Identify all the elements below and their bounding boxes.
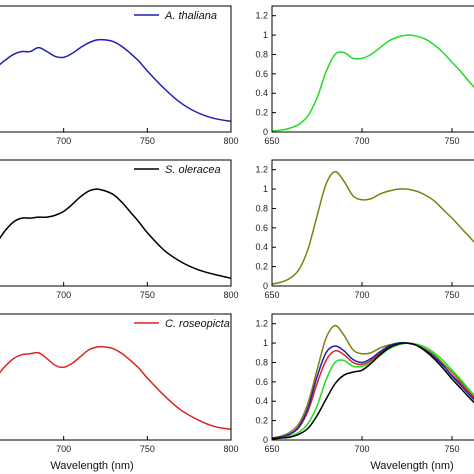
panel-p-right-top: 650 700 750 0 0.2 0.4 0.6 0.8 1 1.2 bbox=[255, 5, 474, 146]
y-tick-label: 0.2 bbox=[255, 108, 268, 118]
y-tick-label: 0.8 bbox=[255, 357, 268, 367]
y-tick-label: 0 bbox=[263, 435, 268, 445]
x-tick-label: 650 bbox=[264, 444, 279, 454]
series-line-0 bbox=[272, 324, 474, 439]
series-line-4 bbox=[272, 342, 474, 440]
plot-frame bbox=[0, 313, 232, 441]
series-group bbox=[272, 34, 474, 132]
x-tick-label: 700 bbox=[354, 444, 369, 454]
x-tick-label: 750 bbox=[140, 136, 155, 146]
y-tick-label: 0.4 bbox=[255, 88, 268, 98]
plot-frame bbox=[271, 159, 474, 287]
x-tick-label: 750 bbox=[140, 290, 155, 300]
x-axis-title: Wavelength (nm) bbox=[370, 460, 453, 472]
x-tick-label: 800 bbox=[223, 444, 238, 454]
series-group bbox=[0, 188, 231, 279]
y-tick-label: 0.4 bbox=[255, 242, 268, 252]
y-tick-label: 0.6 bbox=[255, 223, 268, 233]
series-line-0 bbox=[0, 38, 231, 123]
series-line-0 bbox=[272, 170, 474, 285]
x-tick-label: 650 bbox=[264, 136, 279, 146]
x-axis-title: Wavelength (nm) bbox=[50, 460, 133, 472]
x-tick-label: 750 bbox=[140, 444, 155, 454]
series-line-0 bbox=[0, 188, 231, 279]
panel-p-right-bot: 650 700 750 0 0.2 0.4 0.6 0.8 1 1.2 Wavelength (nm… bbox=[255, 313, 474, 472]
legend-label: A. thaliana bbox=[164, 10, 217, 22]
series-group bbox=[0, 38, 231, 123]
legend-label: S. oleracea bbox=[165, 164, 221, 176]
y-tick-label: 0.2 bbox=[255, 416, 268, 426]
y-tick-label: 0.2 bbox=[255, 262, 268, 272]
series-line-2 bbox=[272, 342, 474, 439]
panel-p-left-mid: 700 750 800 S. oleracea bbox=[0, 159, 239, 300]
y-tick-label: 0.6 bbox=[255, 69, 268, 79]
x-tick-label: 800 bbox=[223, 136, 238, 146]
y-tick-label: 1 bbox=[263, 30, 268, 40]
x-tick-label: 700 bbox=[354, 136, 369, 146]
x-tick-label: 750 bbox=[444, 136, 459, 146]
y-tick-label: 0.8 bbox=[255, 49, 268, 59]
y-tick-label: 0.8 bbox=[255, 203, 268, 213]
y-tick-label: 1.2 bbox=[255, 165, 268, 175]
x-tick-label: 750 bbox=[444, 444, 459, 454]
y-tick-label: 0.6 bbox=[255, 377, 268, 387]
y-tick-label: 0 bbox=[263, 281, 268, 291]
series-line-0 bbox=[0, 345, 231, 431]
y-tick-label: 0.4 bbox=[255, 396, 268, 406]
panel-p-left-bot: 700 750 800 C. roseopicta Wavelength (nm) bbox=[0, 313, 239, 472]
x-tick-label: 750 bbox=[444, 290, 459, 300]
x-tick-label: 700 bbox=[56, 444, 71, 454]
panel-p-left-top: 700 750 800 A. thaliana bbox=[0, 5, 239, 146]
panel-p-right-mid: 650 700 750 0 0.2 0.4 0.6 0.8 1 1.2 bbox=[255, 159, 474, 300]
series-group bbox=[272, 324, 474, 440]
series-group bbox=[272, 170, 474, 285]
y-tick-label: 1 bbox=[263, 338, 268, 348]
series-group bbox=[0, 345, 231, 431]
x-tick-label: 800 bbox=[223, 290, 238, 300]
y-tick-label: 1.2 bbox=[255, 11, 268, 21]
y-tick-label: 0 bbox=[263, 127, 268, 137]
x-tick-label: 650 bbox=[264, 290, 279, 300]
plot-frame bbox=[271, 5, 474, 133]
x-tick-label: 700 bbox=[56, 136, 71, 146]
plot-frame bbox=[0, 159, 232, 287]
plot-frame bbox=[271, 313, 474, 441]
legend-label: C. roseopicta bbox=[165, 318, 230, 330]
series-line-0 bbox=[272, 34, 474, 132]
plot-frame bbox=[0, 5, 232, 133]
x-tick-label: 700 bbox=[354, 290, 369, 300]
y-tick-label: 1.2 bbox=[255, 319, 268, 329]
x-tick-label: 700 bbox=[56, 290, 71, 300]
y-tick-label: 1 bbox=[263, 184, 268, 194]
